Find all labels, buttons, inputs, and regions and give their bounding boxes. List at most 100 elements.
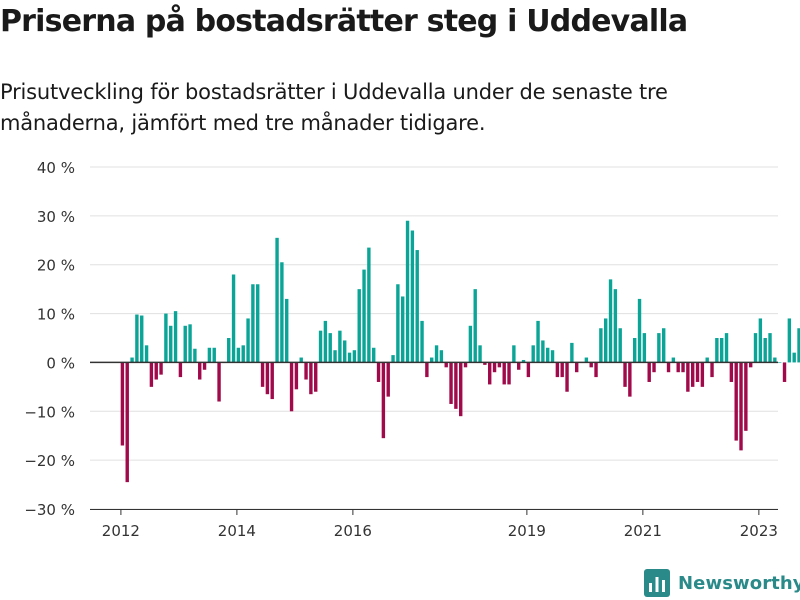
bar — [536, 320, 540, 363]
bar — [497, 362, 502, 368]
bar — [430, 357, 434, 363]
bar — [217, 362, 221, 402]
bar — [589, 362, 593, 368]
bar — [502, 362, 506, 385]
bar — [550, 350, 555, 363]
bar — [318, 330, 323, 363]
bar — [415, 250, 419, 363]
bar — [231, 274, 236, 363]
chart-title: Priserna på bostadsrätter steg i Uddeval… — [0, 4, 688, 39]
bar — [188, 324, 192, 363]
bar — [178, 362, 183, 378]
bar — [444, 362, 448, 368]
bar — [372, 347, 376, 363]
bar — [763, 338, 767, 363]
bar — [323, 320, 328, 363]
bar — [546, 347, 550, 363]
bar — [463, 362, 468, 368]
bar — [338, 330, 342, 363]
bar — [666, 362, 671, 373]
bar — [570, 342, 574, 363]
newsworthy-brand: Newsworthy — [644, 568, 800, 598]
bar — [246, 318, 250, 363]
bar — [260, 362, 265, 387]
bar — [236, 347, 241, 363]
bar — [599, 328, 603, 363]
x-tick-label: 2019 — [508, 522, 546, 540]
bar — [198, 362, 202, 380]
bar — [512, 345, 516, 363]
x-tick-label: 2016 — [334, 522, 372, 540]
bar — [357, 289, 361, 363]
bar — [149, 362, 154, 387]
bar — [613, 289, 618, 363]
x-axis: 2012201420162019202120232025 — [90, 509, 778, 540]
bar — [212, 347, 216, 363]
y-tick-label: 40 % — [37, 159, 75, 177]
bar — [256, 284, 260, 363]
bar — [304, 362, 308, 380]
bar — [618, 328, 622, 363]
bar — [454, 362, 458, 409]
bar — [425, 362, 429, 378]
y-tick-label: 0 % — [46, 354, 75, 372]
bar — [410, 230, 415, 363]
bar — [468, 325, 473, 363]
bar — [633, 338, 637, 363]
bar — [710, 362, 714, 378]
x-tick-label: 2021 — [624, 522, 662, 540]
bar — [285, 298, 289, 363]
bar — [420, 320, 424, 363]
bar — [715, 338, 719, 363]
bar — [391, 355, 395, 363]
bar — [782, 362, 787, 382]
bar — [130, 357, 134, 363]
bar — [164, 313, 168, 363]
brand-name: Newsworthy — [678, 572, 800, 594]
bars — [120, 220, 800, 483]
bar — [657, 333, 661, 363]
bar — [507, 362, 511, 385]
bar — [386, 362, 390, 397]
bar — [700, 362, 705, 387]
bar — [541, 340, 545, 363]
bar — [367, 247, 371, 363]
bar — [623, 362, 627, 387]
bar — [347, 352, 352, 363]
bar — [173, 311, 178, 363]
bar — [294, 362, 299, 390]
bar — [729, 362, 734, 382]
bar — [594, 362, 598, 378]
bar-chart-logo-icon — [644, 569, 670, 597]
bar — [768, 333, 772, 363]
bar — [758, 318, 763, 363]
bar — [154, 362, 158, 380]
bar — [478, 345, 482, 363]
bar — [739, 362, 743, 451]
bar — [690, 362, 695, 387]
bar — [734, 362, 738, 441]
bar — [309, 362, 313, 395]
bar — [193, 348, 197, 363]
bar — [328, 333, 332, 363]
bar — [686, 362, 690, 392]
bar — [159, 362, 163, 375]
bar — [521, 359, 526, 363]
bar — [396, 284, 400, 363]
bar — [719, 338, 724, 363]
bar — [637, 298, 642, 363]
bar — [787, 318, 792, 363]
bar — [120, 362, 125, 446]
chart-subtitle: Prisutveckling för bostadsrätter i Uddev… — [0, 80, 668, 135]
y-axis-labels: 40 % 30 % 20 % 10 % 0 % −10 % −20 % −30 % — [24, 159, 75, 519]
bar — [724, 333, 729, 363]
bar — [449, 362, 453, 404]
y-tick-label: −30 % — [24, 501, 75, 519]
y-tick-label: −10 % — [24, 403, 75, 421]
bar — [270, 362, 274, 400]
bar — [352, 350, 357, 363]
bar — [744, 362, 748, 431]
bar — [560, 362, 564, 378]
bar — [604, 318, 608, 363]
